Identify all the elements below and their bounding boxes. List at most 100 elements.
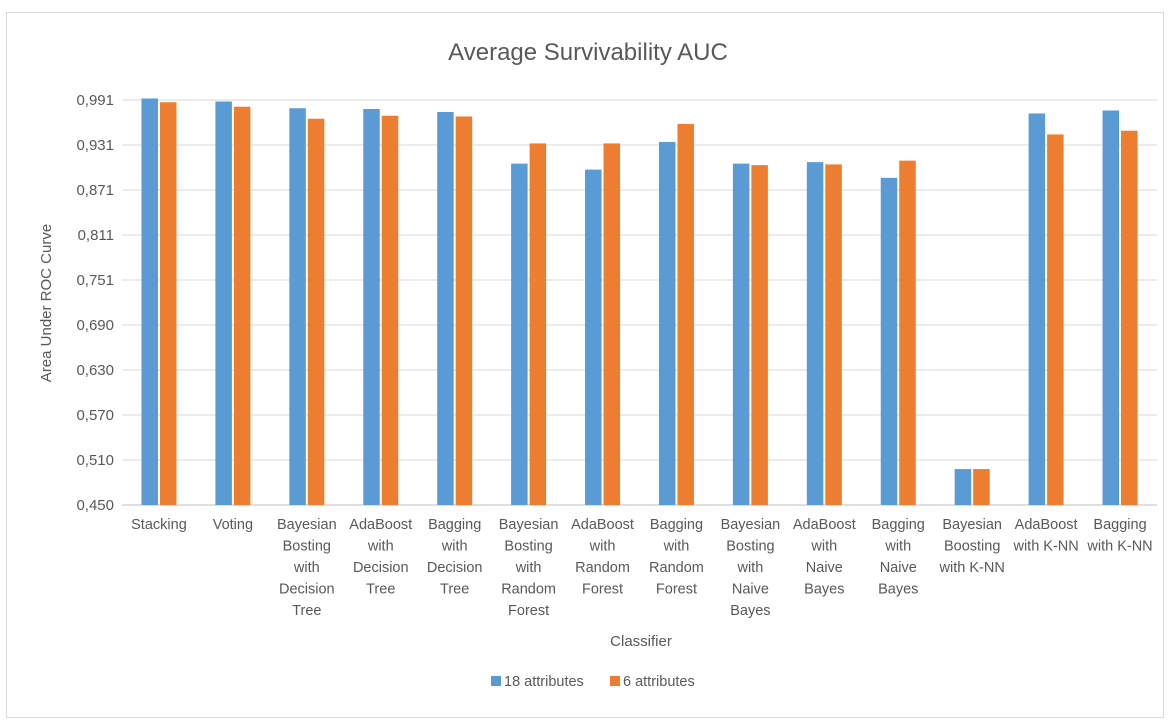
x-category-label-line: AdaBoost (793, 517, 856, 533)
legend-label: 6 attributes (623, 674, 695, 690)
bar-6-attributes (381, 115, 399, 505)
x-category-label-line: Forest (508, 603, 549, 619)
x-category-label-line: Bayesian (721, 517, 781, 533)
x-category-label-line: with (515, 560, 542, 576)
legend: 18 attributes 6 attributes (491, 674, 695, 690)
bar-6-attributes (603, 143, 621, 505)
gridlines (122, 99, 1157, 506)
x-category-label-line: Bayes (804, 582, 844, 598)
x-category-label-line: Naive (880, 560, 917, 576)
x-category-label: Bagging with K-NN (1086, 517, 1152, 555)
y-tick-label: 0,570 (76, 407, 114, 424)
x-category-label-line: Naive (806, 560, 843, 576)
bar-6-attributes (1121, 130, 1138, 505)
x-category-label-line: with (293, 560, 320, 576)
x-category-label-line: Decision (427, 560, 483, 576)
x-category-label-line: with (441, 539, 468, 555)
x-category-label-line: Bagging (650, 517, 703, 533)
bar-chart: Average Survivability AUC 0,991 0,931 0,87… (38, 39, 1157, 690)
y-tick-label: 0,871 (76, 182, 114, 199)
chart-frame: Average Survivability AUC 0,991 0,931 0,87… (6, 12, 1164, 718)
bar-6-attributes (1047, 134, 1064, 505)
y-tick-label: 0,450 (76, 497, 114, 514)
x-category-label-line: with (810, 539, 837, 555)
x-category-label-line: with K-NN (939, 560, 1005, 576)
x-category-label-line: AdaBoost (349, 517, 412, 533)
x-category-label: Bayesian Bosting with Naive Bayes (721, 517, 781, 619)
chart-title: Average Survivability AUC (448, 39, 728, 66)
y-tick-label: 0,811 (78, 227, 114, 244)
x-category-label-line: Boosting (944, 539, 1000, 555)
bar-18-attributes (806, 162, 824, 505)
bar-6-attributes (677, 123, 694, 506)
x-category-label-line: Bosting (283, 539, 331, 555)
bars (141, 98, 1138, 506)
bar-18-attributes (215, 101, 232, 506)
x-axis-categories: Stacking Voting Bayesian Bosting with Decisio… (131, 517, 1153, 619)
x-category-label-line: with K-NN (1086, 539, 1152, 555)
bar-6-attributes (307, 118, 325, 506)
x-category-label-line: Bayesian (499, 517, 559, 533)
bar-6-attributes (529, 143, 547, 505)
bar-18-attributes (585, 169, 602, 505)
x-category-label-line: with (736, 560, 763, 576)
x-category-label-line: Tree (292, 603, 321, 619)
x-category-label-line: with (367, 539, 394, 555)
x-category-label-line: Naive (732, 582, 769, 598)
y-tick-label: 0,991 (76, 92, 114, 109)
bar-18-attributes (289, 108, 306, 506)
x-category-label-line: Decision (353, 560, 409, 576)
x-category-label-line: with (589, 539, 616, 555)
x-axis-label: Classifier (610, 633, 672, 650)
bar-18-attributes (511, 163, 528, 506)
x-category-label-line: Voting (213, 517, 253, 533)
x-category-label-line: Bayes (730, 603, 770, 619)
x-category-label-line: Random (649, 560, 704, 576)
x-category-label: Voting (213, 517, 253, 533)
bar-18-attributes (732, 163, 750, 506)
bar-6-attributes (825, 164, 842, 505)
x-category-label: Bagging with Naive Bayes (872, 517, 925, 598)
x-category-label-line: Bagging (428, 517, 481, 533)
x-category-label-line: Random (575, 560, 630, 576)
x-category-label: Stacking (131, 517, 187, 533)
y-tick-label: 0,690 (76, 317, 114, 334)
y-axis-ticks: 0,991 0,931 0,871 0,811 0,751 0,690 0,630 0,570… (76, 92, 114, 514)
x-category-label-line: Tree (366, 582, 395, 598)
x-category-label: Bagging with Decision Tree (427, 517, 483, 598)
x-category-label-line: with K-NN (1012, 539, 1078, 555)
x-category-label: AdaBoost with Decision Tree (349, 517, 412, 598)
x-category-label-line: Bagging (1093, 517, 1146, 533)
y-tick-label: 0,931 (76, 137, 114, 154)
x-category-label-line: Bosting (726, 539, 774, 555)
bar-6-attributes (233, 106, 251, 506)
bar-6-attributes (455, 116, 473, 506)
x-category-label-line: with (884, 539, 911, 555)
x-category-label: Bagging with Random Forest (649, 517, 704, 598)
bar-6-attributes (751, 165, 768, 505)
bar-6-attributes (973, 469, 990, 505)
x-category-label: AdaBoost with Random Forest (571, 517, 634, 598)
x-category-label: AdaBoost with K-NN (1012, 517, 1078, 555)
bar-18-attributes (954, 469, 972, 505)
bar-6-attributes (899, 160, 916, 506)
x-category-label-line: Forest (582, 582, 623, 598)
x-category-label-line: Bosting (504, 539, 552, 555)
legend-swatch (610, 676, 620, 686)
x-category-label-line: AdaBoost (571, 517, 634, 533)
bar-18-attributes (658, 141, 676, 505)
x-category-label-line: Bayesian (942, 517, 1002, 533)
bar-18-attributes (437, 111, 454, 506)
legend-label: 18 attributes (504, 674, 584, 690)
bar-18-attributes (1102, 110, 1120, 505)
x-category-label-line: Bagging (872, 517, 925, 533)
y-tick-label: 0,751 (76, 272, 114, 289)
y-axis-label: Area Under ROC Curve (38, 224, 55, 382)
x-category-label-line: with (663, 539, 690, 555)
bar-18-attributes (1028, 113, 1046, 506)
bar-18-attributes (141, 98, 158, 505)
x-category-label: Bayesian Boosting with K-NN (939, 517, 1005, 576)
x-category-label: AdaBoost with Naive Bayes (793, 517, 856, 598)
bar-6-attributes (159, 102, 177, 505)
x-category-label: Bayesian Bosting with Decision Tree (277, 517, 337, 619)
